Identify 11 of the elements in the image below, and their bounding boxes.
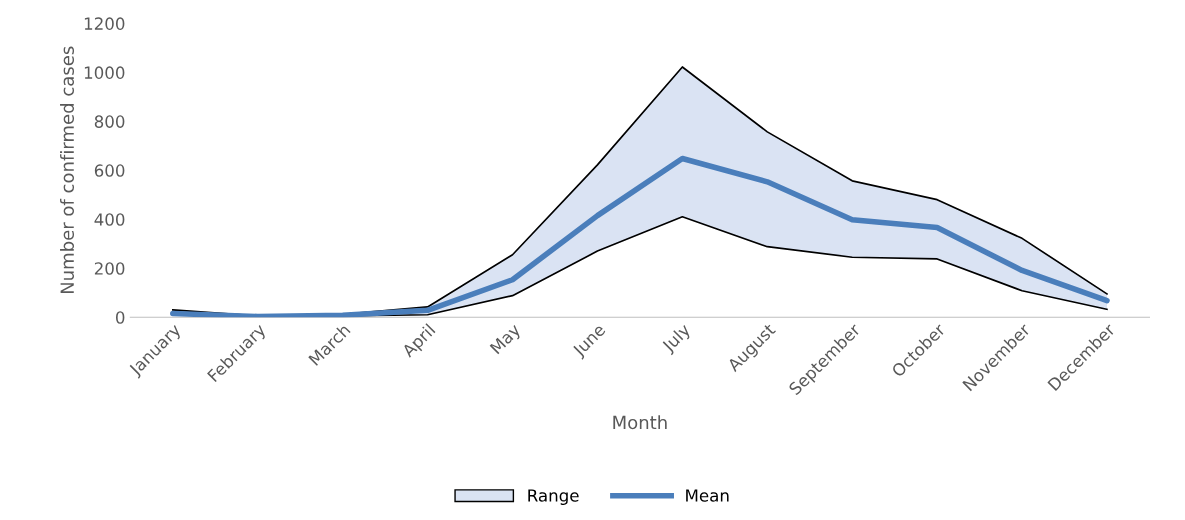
y-tick-label: 800 <box>94 115 125 128</box>
y-tick-label: 200 <box>94 262 125 275</box>
legend-label: Mean <box>686 489 729 502</box>
y-tick-label: 400 <box>94 213 125 226</box>
y-axis-title: Number of confirmed cases <box>60 46 75 294</box>
legend-label: Range <box>528 489 579 505</box>
y-tick-label: 1200 <box>84 17 125 30</box>
y-tick-label: 600 <box>94 164 125 177</box>
x-axis-title: Month <box>613 415 667 430</box>
y-tick-label: 0 <box>115 311 125 324</box>
y-tick-label: 1000 <box>84 66 125 79</box>
